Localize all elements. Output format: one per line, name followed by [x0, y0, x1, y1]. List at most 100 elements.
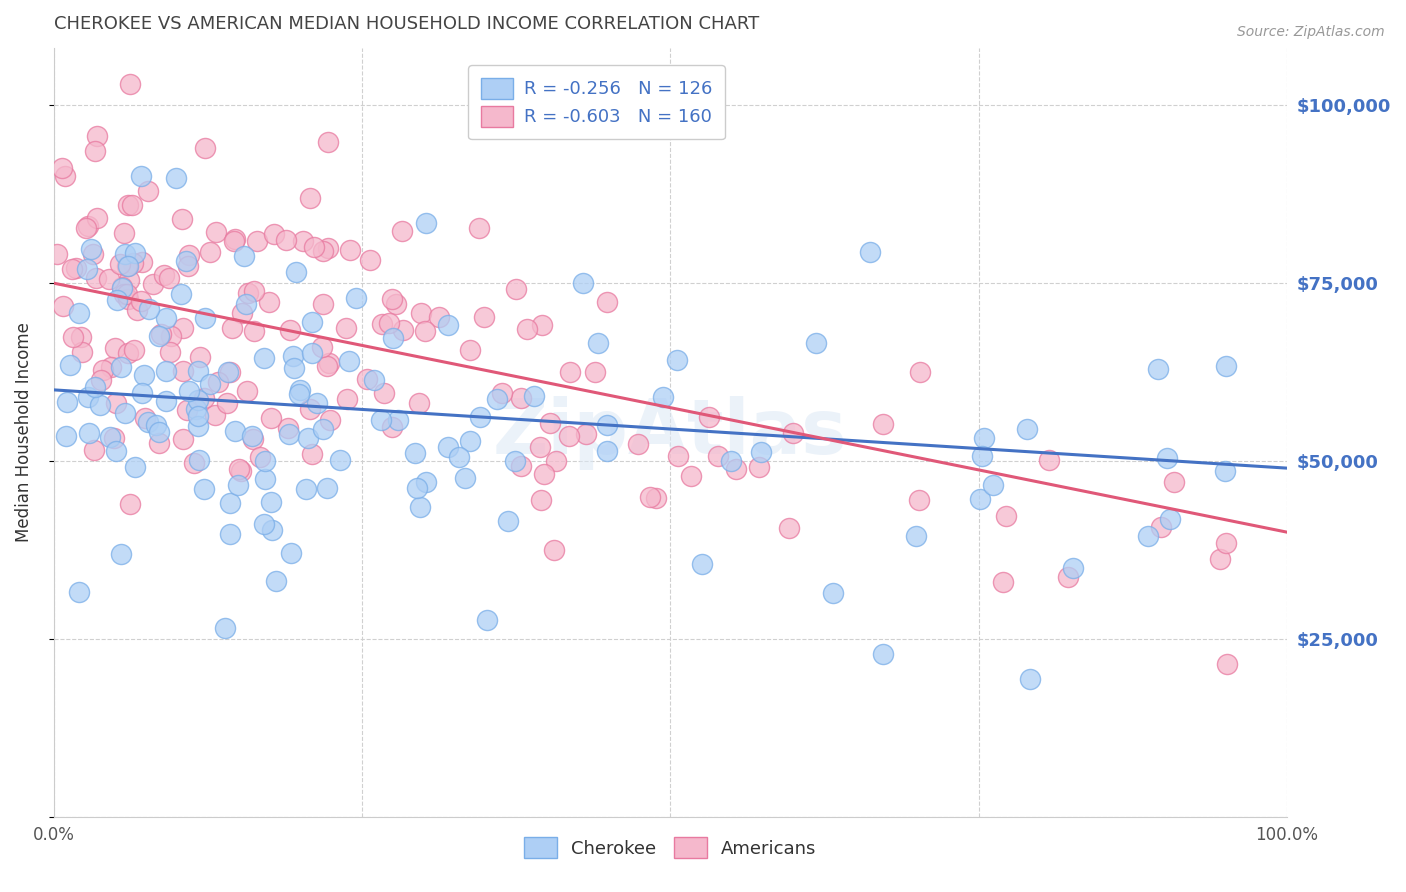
Point: [1215, 536, 1237, 550]
Point: [215, 396, 238, 410]
Point: [224, 424, 246, 438]
Point: [205, 225, 228, 239]
Point: [485, 392, 508, 407]
Point: [408, 396, 430, 410]
Point: [172, 320, 194, 334]
Point: [159, 344, 181, 359]
Point: [531, 318, 554, 333]
Point: [291, 234, 314, 248]
Point: [970, 449, 993, 463]
Point: [56, 395, 79, 409]
Point: [337, 354, 360, 368]
Point: [132, 368, 155, 383]
Point: [277, 426, 299, 441]
Point: [217, 365, 239, 379]
Point: [187, 452, 209, 467]
Point: [115, 260, 138, 274]
Point: [277, 420, 299, 434]
Point: [543, 542, 565, 557]
Point: [335, 392, 357, 407]
Point: [136, 415, 159, 429]
Point: [105, 396, 128, 410]
Point: [253, 472, 276, 486]
Point: [243, 284, 266, 298]
Point: [257, 295, 280, 310]
Point: [458, 434, 481, 449]
Point: [1147, 362, 1170, 376]
Point: [112, 226, 135, 240]
Point: [183, 456, 205, 470]
Point: [415, 217, 437, 231]
Point: [80, 242, 103, 256]
Point: [131, 255, 153, 269]
Point: [644, 491, 666, 505]
Point: [1062, 561, 1084, 575]
Point: [157, 271, 180, 285]
Point: [60, 261, 83, 276]
Point: [117, 198, 139, 212]
Point: [679, 469, 702, 483]
Point: [204, 408, 226, 422]
Point: [720, 454, 742, 468]
Point: [67, 306, 90, 320]
Point: [697, 409, 720, 424]
Point: [242, 429, 264, 443]
Point: [523, 389, 546, 403]
Point: [596, 418, 619, 433]
Point: [129, 169, 152, 183]
Point: [872, 647, 894, 661]
Point: [111, 280, 134, 294]
Point: [981, 477, 1004, 491]
Point: [311, 341, 333, 355]
Point: [115, 286, 138, 301]
Point: [311, 244, 333, 259]
Point: [538, 416, 561, 430]
Point: [1216, 657, 1239, 671]
Point: [194, 310, 217, 325]
Point: [908, 493, 931, 508]
Point: [236, 384, 259, 398]
Point: [707, 449, 730, 463]
Point: [184, 401, 207, 416]
Point: [1150, 520, 1173, 534]
Point: [65, 261, 87, 276]
Point: [804, 336, 827, 351]
Point: [409, 500, 432, 515]
Point: [82, 247, 104, 261]
Point: [301, 315, 323, 329]
Point: [299, 402, 322, 417]
Point: [748, 460, 770, 475]
Point: [170, 211, 193, 226]
Legend: Cherokee, Americans: Cherokee, Americans: [517, 830, 824, 865]
Point: [218, 526, 240, 541]
Point: [260, 495, 283, 509]
Point: [319, 413, 342, 427]
Point: [690, 558, 713, 572]
Point: [297, 432, 319, 446]
Point: [219, 495, 242, 509]
Point: [253, 517, 276, 532]
Point: [124, 245, 146, 260]
Point: [104, 341, 127, 355]
Point: [98, 272, 121, 286]
Point: [1209, 552, 1232, 566]
Point: [55, 428, 77, 442]
Point: [77, 425, 100, 440]
Point: [436, 440, 458, 454]
Point: [214, 621, 236, 635]
Point: [778, 521, 800, 535]
Point: [243, 324, 266, 338]
Point: [83, 442, 105, 457]
Point: [160, 329, 183, 343]
Point: [76, 390, 98, 404]
Point: [62, 330, 84, 344]
Point: [229, 464, 252, 478]
Point: [105, 293, 128, 307]
Point: [991, 575, 1014, 590]
Point: [454, 471, 477, 485]
Point: [283, 360, 305, 375]
Point: [110, 359, 132, 374]
Point: [174, 253, 197, 268]
Point: [302, 240, 325, 254]
Point: [575, 427, 598, 442]
